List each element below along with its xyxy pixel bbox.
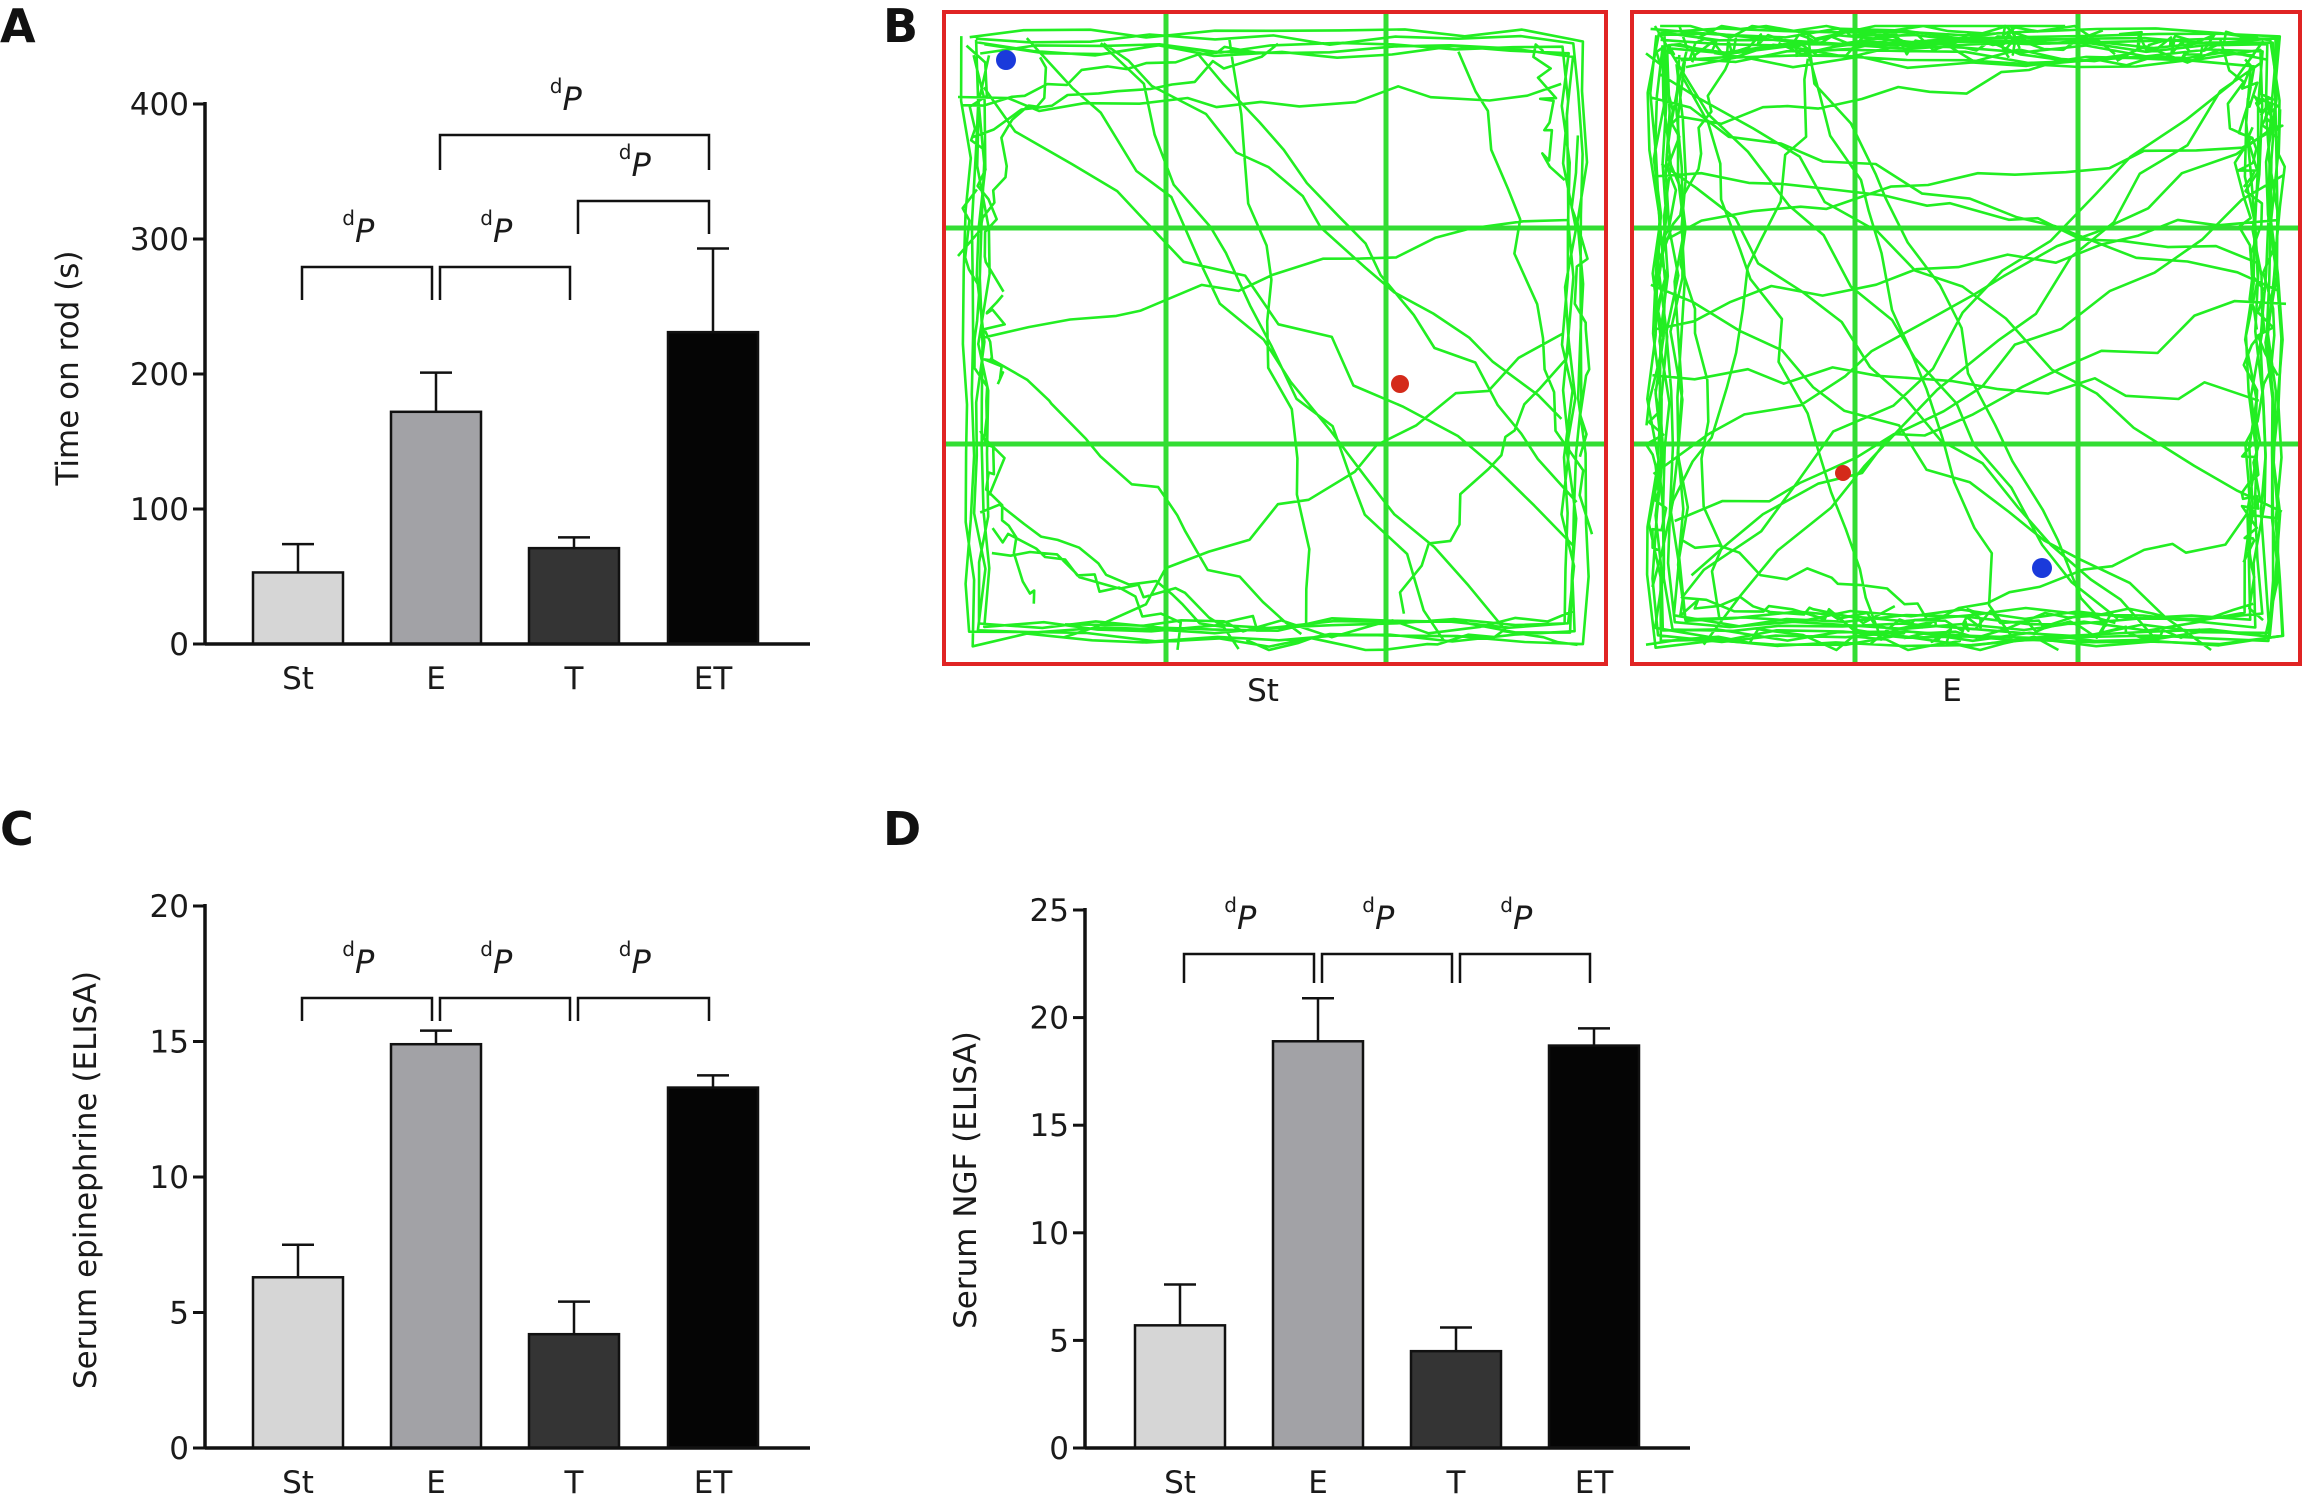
significance-label: P [355, 212, 375, 250]
y-tick-label: 0 [169, 627, 189, 663]
bar-e [1271, 1040, 1365, 1450]
significance-bracket [1182, 952, 1316, 983]
movement-trace-path [1645, 24, 2287, 652]
significance-label: P [1513, 899, 1533, 937]
significance-bracket [300, 996, 434, 1021]
panel-label-b: B [883, 0, 918, 53]
bar-t [527, 1332, 621, 1450]
movement-trace [1644, 24, 2287, 652]
bar-st [251, 571, 345, 646]
y-tick-label: 100 [130, 492, 189, 528]
start-marker-blue [2032, 558, 2052, 578]
bar-et [666, 1086, 760, 1450]
panel-label-a: A [0, 0, 36, 53]
y-tick-label: 5 [169, 1296, 189, 1332]
y-tick-label: 10 [150, 1160, 189, 1196]
x-tick-label: T [564, 1465, 585, 1501]
panel-label-c: C [0, 802, 34, 856]
y-axis-label: Time on rod (s) [50, 250, 86, 486]
bar-st [1133, 1324, 1227, 1450]
y-tick-label: 15 [150, 1025, 189, 1061]
significance-label: P [563, 80, 583, 118]
y-tick-label: 400 [130, 87, 189, 123]
significance-label: P [355, 943, 375, 981]
x-tick-label: ET [694, 1465, 734, 1501]
bar-t [527, 546, 621, 646]
x-tick-label: T [564, 661, 585, 697]
x-tick-label: E [426, 1465, 446, 1501]
significance-label-sup: d [1362, 893, 1375, 917]
panel-label-d: D [883, 802, 921, 856]
tracking-arena-st [942, 10, 1608, 666]
bar-t [1409, 1349, 1503, 1450]
y-axis-label: Serum NGF (ELISA) [948, 1031, 984, 1329]
arena-caption-e: E [1942, 673, 1962, 709]
significance-label: P [632, 146, 652, 184]
arena-grid [1634, 14, 2298, 662]
movement-trace [957, 28, 1594, 652]
significance-bracket [438, 133, 711, 170]
end-marker-red [1391, 375, 1409, 393]
y-tick-label: 15 [1030, 1108, 1069, 1144]
bar-st [251, 1276, 345, 1450]
x-tick-label: E [1308, 1465, 1328, 1501]
bar-et [666, 330, 760, 646]
y-tick-label: 20 [150, 889, 189, 925]
significance-label-sup: d [1500, 893, 1513, 917]
tracking-arena-e [1630, 10, 2302, 666]
significance-bracket [576, 996, 711, 1021]
y-tick-label: 20 [1030, 1001, 1069, 1037]
y-tick-label: 200 [130, 357, 189, 393]
arena-grid [946, 14, 1604, 662]
movement-trace-path [957, 28, 1594, 652]
bar-e [389, 1042, 483, 1450]
significance-bracket [438, 265, 572, 300]
y-axis-label: Serum epinephrine (ELISA) [68, 971, 104, 1389]
significance-label: P [632, 943, 652, 981]
significance-label-sup: d [342, 206, 355, 230]
x-tick-label: St [282, 1465, 314, 1501]
significance-bracket [300, 265, 434, 300]
start-marker-blue [996, 50, 1016, 70]
significance-label-sup: d [342, 937, 355, 961]
significance-bracket [1458, 952, 1592, 983]
tracking-panel: St E [942, 10, 2302, 709]
significance-bracket [576, 199, 711, 234]
significance-label: P [1237, 899, 1257, 937]
y-tick-label: 10 [1030, 1216, 1069, 1252]
y-tick-label: 25 [1030, 893, 1069, 929]
arena-caption-st: St [1247, 673, 1279, 709]
end-marker-red [1835, 465, 1851, 481]
x-tick-label: ET [694, 661, 734, 697]
significance-label: P [1375, 899, 1395, 937]
significance-label-sup: d [619, 140, 632, 164]
significance-label-sup: d [1224, 893, 1237, 917]
significance-label-sup: d [480, 206, 493, 230]
x-tick-label: E [426, 661, 446, 697]
significance-label-sup: d [480, 937, 493, 961]
x-tick-label: St [1164, 1465, 1196, 1501]
x-tick-label: St [282, 661, 314, 697]
y-tick-label: 0 [169, 1431, 189, 1467]
y-tick-label: 5 [1049, 1323, 1069, 1359]
significance-label: P [493, 212, 513, 250]
significance-label-sup: d [619, 937, 632, 961]
significance-label-sup: d [550, 74, 563, 98]
y-tick-label: 300 [130, 222, 189, 258]
bar-et [1547, 1044, 1641, 1450]
significance-label: P [493, 943, 513, 981]
x-tick-label: ET [1575, 1465, 1615, 1501]
significance-bracket [438, 996, 572, 1021]
significance-bracket [1320, 952, 1454, 983]
x-tick-label: T [1446, 1465, 1467, 1501]
bar-e [389, 410, 483, 646]
y-tick-label: 0 [1049, 1431, 1069, 1467]
